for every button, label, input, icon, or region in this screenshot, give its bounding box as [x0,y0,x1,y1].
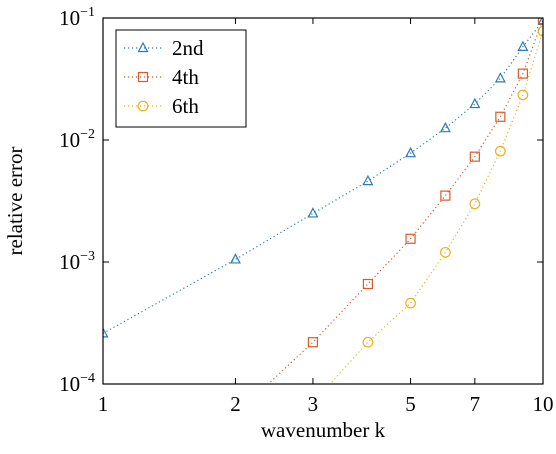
marker [537,18,543,25]
marker [469,97,481,109]
y-tick-exponent: −2 [80,127,95,142]
legend-label: 2nd [172,36,204,60]
marker [440,190,451,201]
legend-label: 4th [172,65,199,89]
y-tick-base: 10 [59,6,80,30]
marker [405,233,416,244]
marker [362,174,374,186]
marker [537,18,543,25]
marker [439,121,451,133]
y-tick-exponent: −3 [80,249,95,264]
marker [469,198,481,210]
y-tick-label: 10−3 [59,249,95,274]
y-tick-label: 10−2 [59,127,95,152]
legend: 2nd 4th 6th [115,29,247,128]
y-tick-base: 10 [59,128,80,152]
marker [494,72,506,83]
y-tick-exponent: −4 [80,371,95,386]
marker [137,71,149,83]
x-tick-label: 5 [405,392,416,416]
legend-label: 6th [172,94,199,118]
marker [307,207,319,218]
marker [439,246,451,258]
series-line [267,18,543,384]
y-tick-exponent: −1 [80,5,95,20]
legend-box [115,29,247,128]
marker [517,89,529,101]
marker [229,253,241,264]
marker [362,336,374,348]
marker [494,145,506,157]
y-tick-base: 10 [59,372,80,396]
series-line [103,20,543,334]
marker [469,151,480,162]
x-tick-label: 1 [98,392,109,416]
axes-frame [102,17,544,385]
x-tick-label: 10 [533,392,554,416]
y-tick-base: 10 [59,250,80,274]
marker [495,111,506,122]
marker [137,41,149,53]
marker [103,327,109,338]
y-axis-label: relative error [3,146,27,255]
plot-area [103,18,543,384]
marker [362,278,374,290]
x-tick-label: 2 [230,392,241,416]
marker [405,297,416,309]
x-tick-label: 3 [308,392,319,416]
y-tick-label: 10−1 [59,5,95,30]
marker [405,146,417,158]
marker [517,40,529,51]
marker [517,68,528,79]
marker [307,337,319,348]
x-tick-label: 7 [470,392,481,416]
marker [137,100,149,112]
y-tick-label: 10−4 [59,371,95,396]
marker [537,25,543,37]
x-axis-label: wavenumber k [261,418,386,442]
